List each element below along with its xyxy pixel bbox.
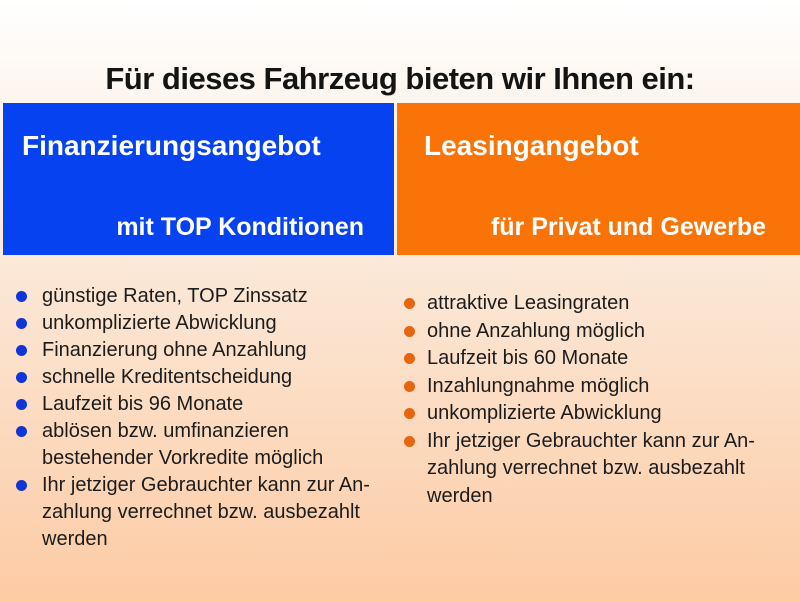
leasing-benefits-list: attraktive Leasingraten ohne Anzahlung mö… [404,290,794,510]
leasing-offer-subtitle: für Privat und Gewerbe [490,213,766,241]
list-item-text: Laufzeit bis 60 Monate [427,347,629,369]
list-item: Ihr jetziger Gebrauchter kann zur An- za… [404,428,794,511]
finance-offer-subtitle: mit TOP Konditionen [116,213,364,241]
list-item-text: Ihr jetziger Gebrauchter kann zur An- za… [427,429,755,507]
list-item: günstige Raten, TOP Zinssatz [16,283,391,310]
bullet-icon [404,380,415,392]
bullet-icon [16,399,27,410]
list-item-text: Laufzeit bis 96 Monate [42,393,244,415]
list-item: Inzahlungnahme möglich [404,373,794,401]
bullet-icon [404,325,415,337]
bullet-icon [16,291,27,302]
list-item-text: schnelle Kreditentscheidung [42,366,293,388]
bullet-icon [404,298,415,309]
list-item-text: ohne Anzahlung möglich [427,319,645,342]
finance-offer-heading: Finanzierungsangebot [22,130,321,161]
list-item: Finanzierung ohne Anzahlung [16,337,391,364]
list-item: unkomplizierte Abwicklung [16,310,391,337]
list-item-text: Finanzierung ohne Anzahlung [42,339,307,361]
list-item: attraktive Leasingraten [404,290,794,318]
page-title: Für dieses Fahrzeug bieten wir Ihnen ein… [105,60,695,96]
bullet-icon [404,408,415,419]
list-item-text: attraktive Leasingraten [427,292,630,314]
list-item-text: unkomplizierte Abwicklung [42,312,277,334]
list-item: ohne Anzahlung möglich [404,318,794,346]
bullet-icon [404,435,415,447]
list-item-text: unkomplizierte Abwicklung [427,402,662,424]
bullet-icon [16,480,27,491]
bullet-icon [16,318,27,329]
list-item-text: Ihr jetziger Gebrauchter kann zur An- za… [42,474,370,550]
list-item: Ihr jetziger Gebrauchter kann zur An- za… [16,472,391,553]
list-item-text: Inzahlungnahme möglich [427,374,650,397]
leasing-offer-header: Leasingangebot für Privat und Gewerbe [397,103,800,255]
list-item: Laufzeit bis 96 Monate [16,391,391,418]
finance-benefits-list: günstige Raten, TOP Zinssatz unkomplizier… [16,283,391,553]
leasing-offer-heading: Leasingangebot [424,130,639,161]
bullet-icon [16,345,27,356]
list-item: schnelle Kreditentscheidung [16,364,391,391]
finance-offer-header: Finanzierungsangebot mit TOP Konditionen [3,103,394,255]
list-item: unkomplizierte Abwicklung [404,400,794,428]
list-item: ablösen bzw. umfinanzieren bestehender V… [16,418,391,472]
bullet-icon [404,353,415,364]
list-item: Laufzeit bis 60 Monate [404,345,794,373]
bullet-icon [16,372,27,383]
offers-row: Finanzierungsangebot mit TOP Konditionen… [0,103,800,255]
bullet-icon [16,426,27,437]
list-item-text: günstige Raten, TOP Zinssatz [42,285,308,307]
list-item-text: ablösen bzw. umfinanzieren bestehender V… [42,420,324,469]
